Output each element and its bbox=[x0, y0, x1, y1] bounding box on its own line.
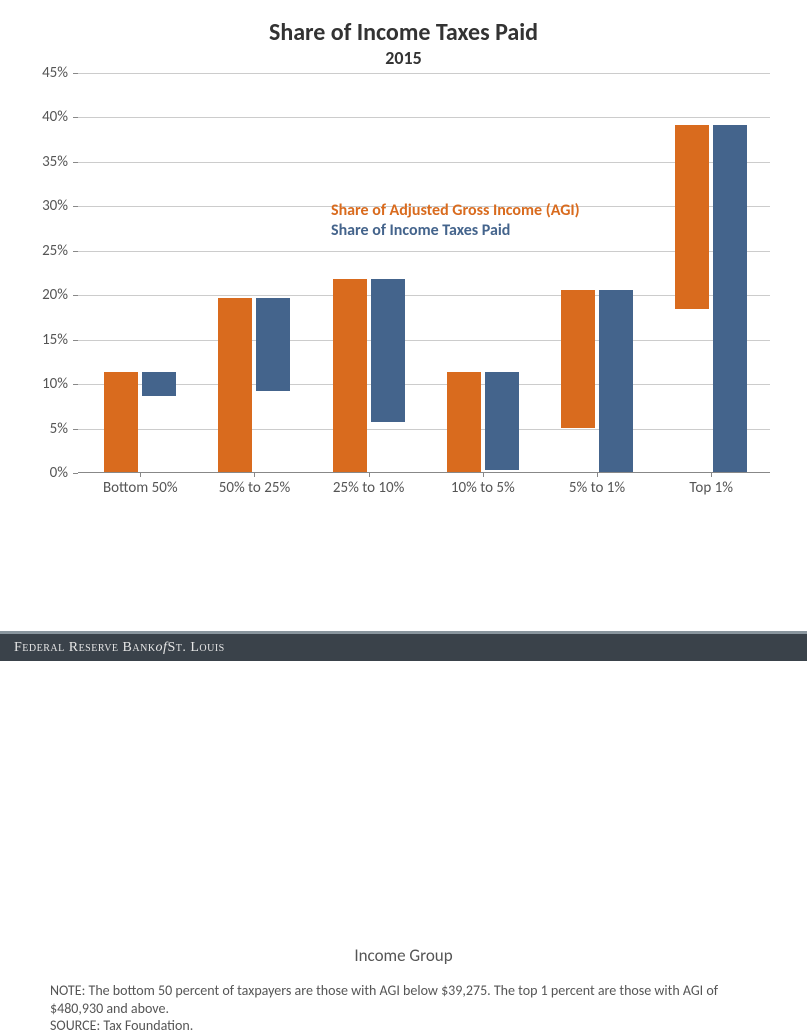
grid-line bbox=[78, 384, 770, 385]
footer-prefix: Federal Reserve Bank bbox=[14, 640, 156, 656]
y-tick-label: 35% bbox=[42, 153, 68, 171]
bar bbox=[675, 125, 709, 309]
bar-group bbox=[333, 279, 405, 472]
bar bbox=[371, 279, 405, 422]
x-tick-mark bbox=[369, 472, 370, 477]
plot bbox=[78, 73, 770, 473]
note-line: SOURCE: Tax Foundation. bbox=[50, 1017, 757, 1035]
x-tick-mark bbox=[254, 472, 255, 477]
x-tick-mark bbox=[711, 472, 712, 477]
note-line: NOTE: The bottom 50 percent of taxpayers… bbox=[50, 982, 757, 1017]
grid-line bbox=[78, 73, 770, 74]
bar-group bbox=[561, 290, 633, 472]
footer-bar: Federal Reserve Bank of St. Louis bbox=[0, 631, 807, 661]
bar-group bbox=[104, 372, 176, 472]
y-tick-mark bbox=[73, 473, 78, 474]
x-tick-mark bbox=[597, 472, 598, 477]
grid-line bbox=[78, 429, 770, 430]
grid-line bbox=[78, 295, 770, 296]
y-tick-mark bbox=[73, 251, 78, 252]
grid-line bbox=[78, 251, 770, 252]
y-tick-label: 25% bbox=[42, 242, 68, 260]
bar bbox=[485, 372, 519, 471]
bar bbox=[599, 290, 633, 472]
bar bbox=[561, 290, 595, 429]
y-axis: 0%5%10%15%20%25%30%35%40%45% bbox=[30, 73, 74, 473]
x-tick-label: Top 1% bbox=[689, 479, 732, 497]
y-tick-mark bbox=[73, 340, 78, 341]
x-tick-label: 25% to 10% bbox=[333, 479, 404, 497]
y-tick-mark bbox=[73, 429, 78, 430]
x-tick-mark bbox=[140, 472, 141, 477]
chart-subtitle: 2015 bbox=[30, 47, 777, 69]
y-tick-label: 5% bbox=[50, 420, 68, 438]
y-tick-label: 15% bbox=[42, 331, 68, 349]
bar bbox=[142, 372, 176, 397]
y-tick-label: 20% bbox=[42, 286, 68, 304]
y-tick-label: 30% bbox=[42, 197, 68, 215]
y-tick-mark bbox=[73, 206, 78, 207]
legend-item: Share of Adjusted Gross Income (AGI) bbox=[331, 201, 580, 221]
y-tick-mark bbox=[73, 117, 78, 118]
plot-area: 0%5%10%15%20%25%30%35%40%45% Share of Ad… bbox=[30, 73, 775, 513]
bar bbox=[218, 298, 252, 472]
y-tick-mark bbox=[73, 162, 78, 163]
footer-suffix: St. Louis bbox=[167, 640, 224, 656]
x-tick-label: 10% to 5% bbox=[451, 479, 515, 497]
legend: Share of Adjusted Gross Income (AGI)Shar… bbox=[331, 201, 580, 241]
grid-line bbox=[78, 117, 770, 118]
x-tick-label: 5% to 1% bbox=[569, 479, 625, 497]
x-tick-label: 50% to 25% bbox=[219, 479, 290, 497]
grid-line bbox=[78, 162, 770, 163]
footer-of: of bbox=[156, 640, 168, 656]
grid-line bbox=[78, 340, 770, 341]
bar bbox=[333, 279, 367, 472]
y-tick-mark bbox=[73, 384, 78, 385]
bar bbox=[104, 372, 138, 472]
bar-group bbox=[447, 372, 519, 472]
legend-item: Share of Income Taxes Paid bbox=[331, 221, 580, 241]
note-block: NOTE: The bottom 50 percent of taxpayers… bbox=[50, 982, 757, 1035]
x-tick-mark bbox=[483, 472, 484, 477]
chart-title: Share of Income Taxes Paid bbox=[30, 18, 777, 47]
chart-container: Share of Income Taxes Paid 2015 0% 5% 10% 1… bbox=[0, 0, 807, 1035]
x-tick-label: Bottom 50% bbox=[103, 479, 178, 497]
bar-group bbox=[675, 125, 747, 472]
bar bbox=[256, 298, 290, 391]
y-tick-label: 40% bbox=[42, 108, 68, 126]
bar-group bbox=[218, 298, 290, 472]
y-tick-mark bbox=[73, 295, 78, 296]
y-tick-label: 10% bbox=[42, 375, 68, 393]
bar bbox=[713, 125, 747, 472]
y-tick-mark bbox=[73, 73, 78, 74]
x-axis-title: Income Group bbox=[30, 945, 777, 966]
bar bbox=[447, 372, 481, 472]
y-tick-label: 45% bbox=[42, 64, 68, 82]
y-tick-label: 0% bbox=[50, 464, 68, 482]
